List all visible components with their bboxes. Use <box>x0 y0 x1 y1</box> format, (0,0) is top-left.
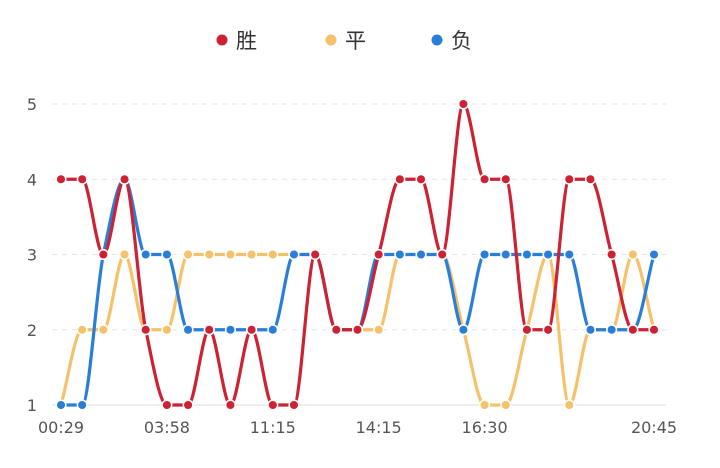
y-tick-label: 4 <box>27 170 37 189</box>
data-point[interactable] <box>500 399 512 411</box>
x-axis: 00:29 03:58 11:15 14:15 16:30 20:45 <box>38 418 677 437</box>
data-point[interactable] <box>563 399 575 411</box>
data-point[interactable] <box>563 248 575 261</box>
data-point[interactable] <box>182 324 194 336</box>
data-point[interactable] <box>479 173 491 185</box>
legend-marker <box>431 34 443 46</box>
data-point[interactable] <box>288 399 300 411</box>
data-point[interactable] <box>267 248 279 261</box>
series-points <box>55 98 660 411</box>
data-point[interactable] <box>76 324 88 336</box>
data-point[interactable] <box>267 399 279 411</box>
legend-label: 胜 <box>236 29 257 53</box>
legend-label: 平 <box>345 29 366 53</box>
data-point[interactable] <box>627 324 639 336</box>
data-point[interactable] <box>457 98 469 110</box>
data-point[interactable] <box>457 324 469 336</box>
series-line <box>59 252 656 407</box>
x-tick-label: 03:58 <box>144 418 190 437</box>
data-point[interactable] <box>203 248 215 261</box>
x-tick-label: 20:45 <box>631 418 677 437</box>
data-point[interactable] <box>584 173 597 185</box>
data-point[interactable] <box>224 399 236 411</box>
data-point[interactable] <box>415 248 427 261</box>
data-point[interactable] <box>351 324 364 336</box>
legend-marker <box>216 34 228 46</box>
data-point[interactable] <box>373 248 385 261</box>
y-tick-label: 1 <box>27 396 37 415</box>
data-point[interactable] <box>479 248 491 261</box>
data-point[interactable] <box>76 173 88 185</box>
x-tick-label: 16:30 <box>462 418 508 437</box>
data-point[interactable] <box>161 399 173 411</box>
legend-item[interactable]: 负 <box>431 29 473 53</box>
data-point[interactable] <box>563 173 575 185</box>
data-point[interactable] <box>436 248 448 261</box>
data-point[interactable] <box>500 248 512 261</box>
data-point[interactable] <box>606 248 618 261</box>
data-point[interactable] <box>161 324 173 336</box>
data-point[interactable] <box>584 324 597 336</box>
data-point[interactable] <box>542 248 554 261</box>
data-point[interactable] <box>627 248 639 261</box>
legend-item[interactable]: 平 <box>325 29 367 53</box>
data-point[interactable] <box>330 324 342 336</box>
data-point[interactable] <box>394 248 406 261</box>
data-point[interactable] <box>648 248 660 261</box>
data-point[interactable] <box>55 399 67 411</box>
data-point[interactable] <box>267 324 279 336</box>
data-point[interactable] <box>394 173 406 185</box>
data-point[interactable] <box>224 324 236 336</box>
data-point[interactable] <box>521 248 533 261</box>
data-point[interactable] <box>606 324 618 336</box>
data-point[interactable] <box>203 324 215 336</box>
y-tick-label: 2 <box>27 321 37 340</box>
legend: 胜平负 <box>216 29 473 53</box>
data-point[interactable] <box>97 248 109 261</box>
x-tick-label: 14:15 <box>356 418 402 437</box>
legend-item[interactable]: 胜 <box>216 29 258 53</box>
data-point[interactable] <box>55 173 67 185</box>
data-point[interactable] <box>415 173 427 185</box>
data-point[interactable] <box>246 248 258 261</box>
legend-marker <box>325 34 337 46</box>
data-point[interactable] <box>182 399 194 411</box>
y-tick-label: 3 <box>27 246 37 265</box>
data-point[interactable] <box>500 173 512 185</box>
data-point[interactable] <box>140 324 152 336</box>
data-point[interactable] <box>648 324 660 336</box>
data-point[interactable] <box>309 248 321 261</box>
data-point[interactable] <box>542 324 554 336</box>
data-point[interactable] <box>288 248 300 261</box>
y-axis: 1 2 3 4 5 <box>27 95 37 415</box>
data-point[interactable] <box>479 399 491 411</box>
data-point[interactable] <box>182 248 194 261</box>
data-point[interactable] <box>76 399 88 411</box>
data-point[interactable] <box>118 248 131 261</box>
y-tick-label: 5 <box>27 95 37 114</box>
series-line <box>59 177 656 407</box>
x-tick-label: 00:29 <box>38 418 84 437</box>
x-tick-label: 11:15 <box>250 418 296 437</box>
data-point[interactable] <box>246 324 258 336</box>
data-point[interactable] <box>161 248 173 261</box>
data-point[interactable] <box>140 248 152 261</box>
data-point[interactable] <box>97 324 109 336</box>
data-point[interactable] <box>521 324 533 336</box>
data-point[interactable] <box>373 324 385 336</box>
legend-label: 负 <box>451 29 472 53</box>
data-point[interactable] <box>224 248 236 261</box>
data-point[interactable] <box>118 173 131 185</box>
